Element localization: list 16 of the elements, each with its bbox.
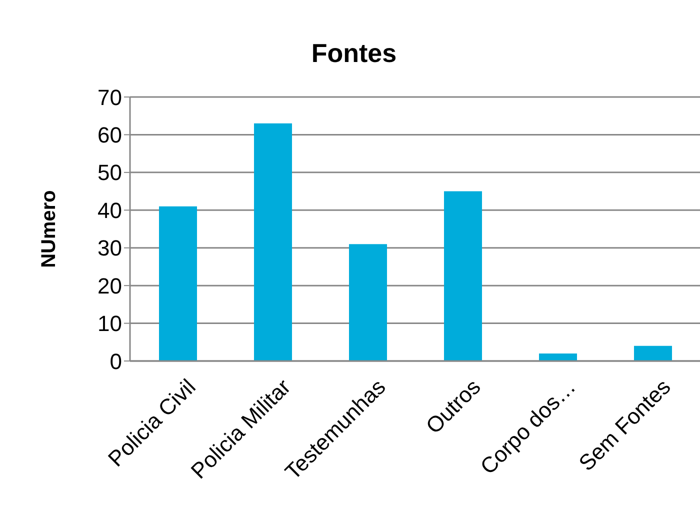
y-axis-title: NUmero	[38, 190, 60, 268]
y-tick-label: 10	[98, 311, 122, 336]
y-tick-label: 0	[110, 348, 122, 374]
bar	[159, 206, 197, 361]
y-tick-label: 30	[98, 236, 122, 261]
y-tick-label: 60	[98, 122, 122, 148]
bar	[539, 353, 577, 361]
bar	[349, 244, 387, 361]
chart-title: Fontes	[310, 38, 398, 69]
y-tick-label: 50	[98, 160, 122, 186]
bar	[444, 191, 482, 361]
y-tick-label: 40	[98, 198, 122, 223]
y-tick-label: 70	[98, 84, 122, 110]
bar	[254, 123, 292, 361]
bar	[634, 346, 672, 361]
y-tick-label: 20	[98, 273, 122, 298]
